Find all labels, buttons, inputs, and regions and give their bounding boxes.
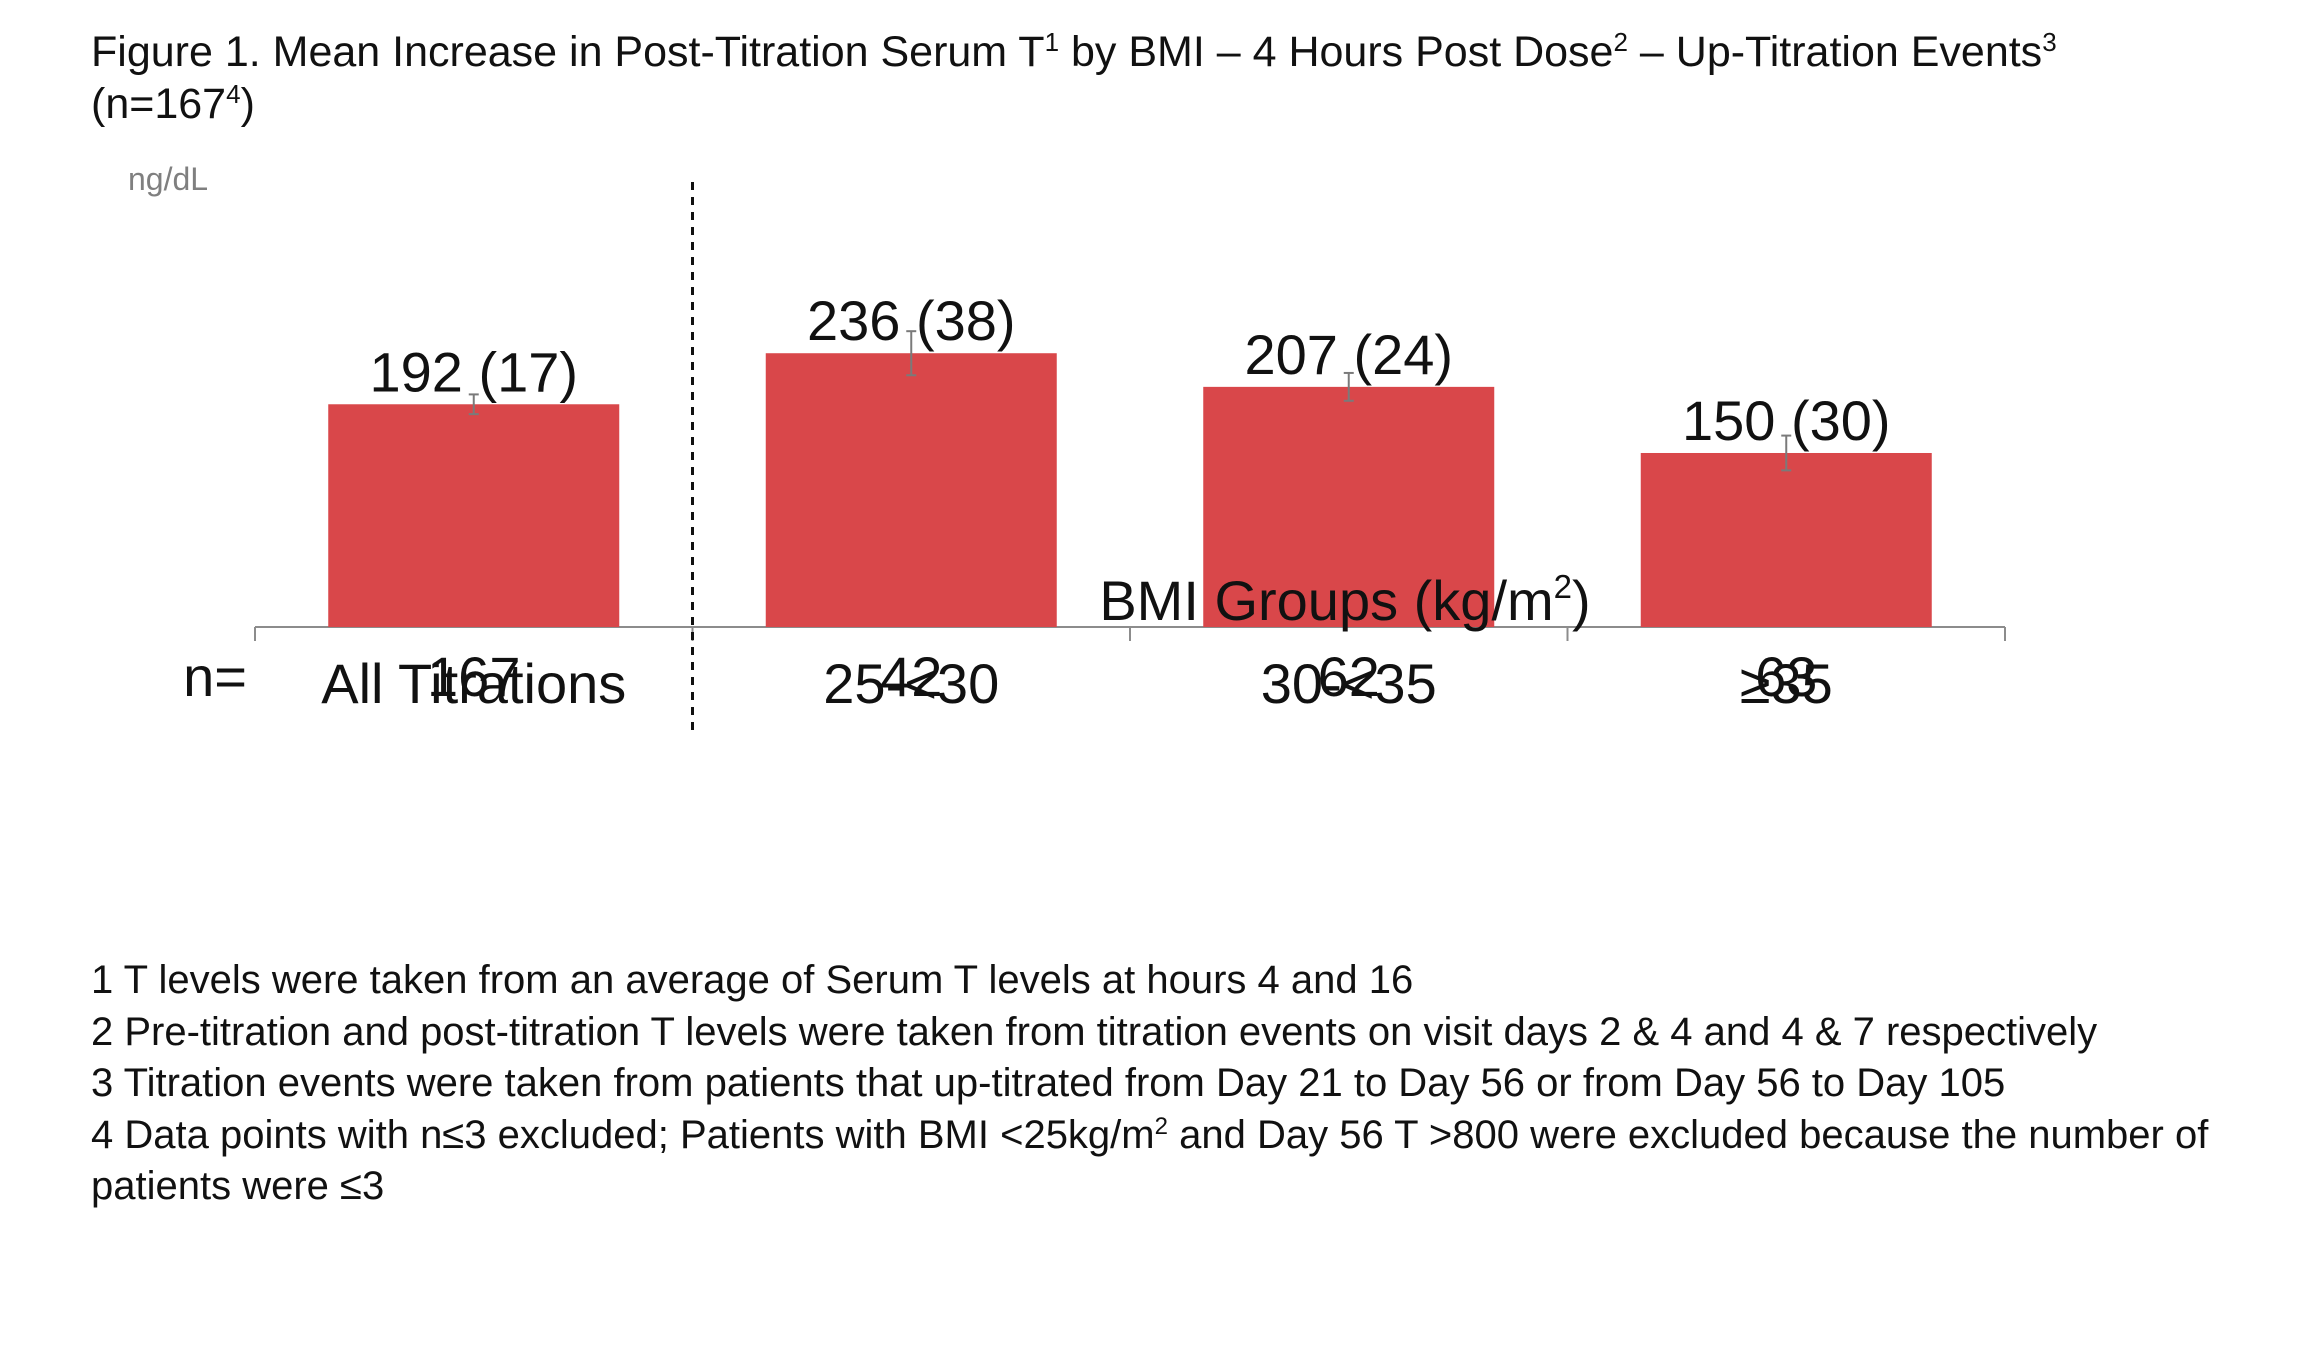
footnote-3: 3 Titration events were taken from patie…: [91, 1061, 2006, 1105]
n-value: 63: [1755, 645, 1817, 708]
n-value: 62: [1318, 645, 1380, 708]
footnote-2: 2 Pre-titration and post-titration T lev…: [91, 1009, 2098, 1054]
title-text-3: – Up-Titration Events: [1627, 28, 2043, 76]
category-label: 30-<35: [1261, 652, 1437, 715]
title-footnote-ref-1: 1: [1044, 27, 1060, 57]
title-text-5: ): [240, 80, 255, 128]
footnote-1: 1 T levels were taken from an average of…: [91, 958, 1414, 1002]
figure-title: Figure 1. Mean Increase in Post-Titratio…: [91, 26, 2141, 130]
n-row-label: n=: [183, 645, 247, 708]
n-value: 167: [427, 645, 520, 708]
title-text-4: (n=167: [91, 80, 227, 128]
category-label: 25-<30: [823, 652, 999, 715]
data-label: 236 (38): [807, 289, 1016, 352]
data-label: 192 (17): [369, 340, 578, 403]
data-label: 150 (30): [1682, 389, 1891, 452]
data-label: 207 (24): [1244, 323, 1453, 386]
title-footnote-ref-4: 4: [226, 79, 241, 109]
bar-2: [765, 353, 1057, 627]
title-footnote-ref-2: 2: [1613, 27, 1628, 57]
title-text-2: by BMI – 4 Hours Post Dose: [1059, 28, 1614, 76]
title-footnote-ref-3: 3: [2042, 27, 2057, 57]
footnote-4: 4 Data points with n≤3 excluded; Patient…: [91, 1112, 2209, 1209]
title-text-1: Figure 1. Mean Increase in Post-Titratio…: [91, 28, 1045, 76]
footnotes: 1 T levels were taken from an average of…: [91, 955, 2211, 1213]
n-value: 42: [880, 645, 942, 708]
x-axis-title: BMI Groups (kg/m2): [1099, 568, 1590, 632]
bar-1: [328, 404, 620, 627]
bar-4: [1640, 452, 1932, 627]
category-label: All Titrations: [321, 652, 626, 715]
category-label: ≥35: [1740, 652, 1833, 715]
y-unit-label: ng/dL: [128, 161, 208, 197]
bar-3: [1203, 386, 1495, 627]
